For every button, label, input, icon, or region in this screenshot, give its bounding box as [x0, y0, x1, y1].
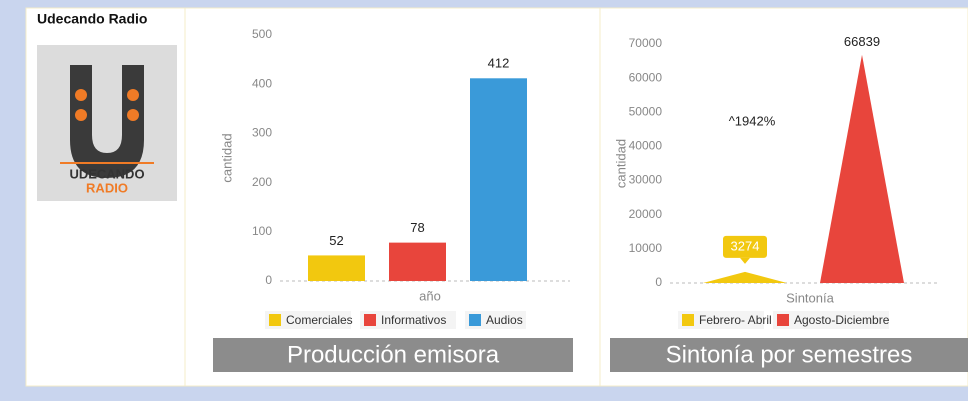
label-pointer — [740, 257, 750, 264]
value-label: 3274 — [731, 238, 760, 253]
annotation: ^1942% — [729, 113, 776, 128]
legend-swatch — [682, 314, 694, 326]
triangle — [820, 54, 904, 283]
y-tick-label: 200 — [252, 175, 272, 189]
legend-box — [678, 311, 764, 329]
header-title: Udecando Radio — [37, 11, 147, 27]
y-tick-label: 70000 — [629, 36, 663, 50]
y-tick-label: 40000 — [629, 139, 663, 153]
y-tick-label: 60000 — [629, 70, 663, 84]
chart-title: Producción emisora — [287, 341, 500, 368]
x-axis-label: año — [419, 288, 441, 303]
legend-label: Audios — [486, 313, 523, 327]
legend-box — [265, 311, 351, 329]
legend-label: Comerciales — [286, 313, 353, 327]
x-axis-label: Sintonía — [786, 290, 834, 305]
value-label: 66839 — [844, 34, 880, 49]
legend-swatch — [269, 314, 281, 326]
chart-title: Sintonía por semestres — [666, 341, 913, 368]
logo-text: RADIO — [86, 180, 128, 195]
legend-swatch — [364, 314, 376, 326]
y-tick-label: 10000 — [629, 241, 663, 255]
bar — [308, 255, 365, 281]
legend-box — [360, 311, 456, 329]
value-label: 78 — [410, 220, 424, 235]
logo: UDECANDO RADIO — [37, 45, 177, 201]
legend-label: Febrero- Abril — [699, 313, 772, 327]
y-tick-label: 20000 — [629, 207, 663, 221]
y-tick-label: 100 — [252, 224, 272, 238]
legend-box — [773, 311, 889, 329]
bar — [389, 242, 446, 281]
y-tick-label: 500 — [252, 27, 272, 41]
y-tick-label: 0 — [655, 275, 662, 289]
label-box — [723, 235, 767, 258]
y-axis-label: cantidad — [219, 133, 234, 182]
value-label: 412 — [488, 56, 510, 71]
y-tick-label: 30000 — [629, 173, 663, 187]
y-tick-label: 50000 — [629, 104, 663, 118]
y-tick-label: 0 — [265, 273, 272, 287]
logo-text: UDECANDO — [69, 166, 144, 181]
y-tick-label: 400 — [252, 76, 272, 90]
y-tick-label: 300 — [252, 126, 272, 140]
legend-label: Agosto-Diciembre — [794, 313, 890, 327]
legend-swatch — [777, 314, 789, 326]
bar — [470, 78, 527, 282]
triangle — [703, 271, 787, 283]
legend-swatch — [469, 314, 481, 326]
banner — [213, 338, 573, 372]
y-axis-label: cantidad — [613, 139, 628, 188]
banner — [610, 338, 968, 372]
value-label: 52 — [329, 233, 343, 248]
legend-label: Informativos — [381, 313, 446, 327]
